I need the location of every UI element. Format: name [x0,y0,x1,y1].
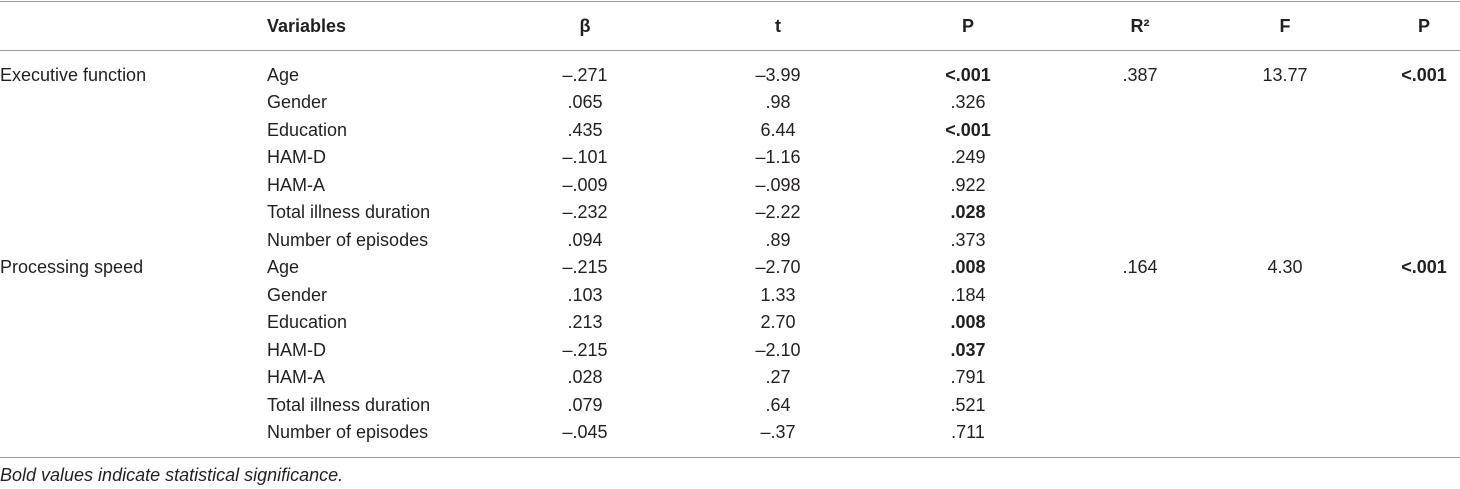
table-cell: –.009 [562,174,608,195]
table-cell: .065 [567,92,603,113]
table-cell: .27 [765,367,791,388]
table-cell: –.37 [760,421,796,442]
footnote: Bold values indicate statistical signifi… [0,465,344,485]
table-cell: .008 [950,312,986,333]
table-cell: .64 [765,394,791,415]
table-cell: Number of episodes [267,421,429,442]
header-cell: Variables [267,16,347,36]
table-cell: HAM-A [267,174,325,195]
table-cell: .249 [950,147,986,168]
header-cell: P [1417,16,1430,36]
table-cell: .521 [950,394,986,415]
table-cell: Total illness duration [267,394,431,415]
bottom-rule [0,457,1460,458]
table-cell: .711 [951,421,985,442]
table-cell: 6.44 [760,119,796,140]
table-cell: HAM-D [267,147,326,168]
table-cell: .008 [950,257,986,278]
table-cell: –2.22 [755,202,801,223]
table-cell: .373 [950,229,986,250]
table-cell: .037 [950,339,986,360]
table-cell: <.001 [945,119,991,140]
table-cell: –1.16 [755,147,801,168]
table-cell: 13.77 [1262,65,1308,85]
table-cell: .028 [950,202,986,223]
table-cell: –.215 [562,339,608,360]
table-cell: –.045 [562,421,608,442]
table-cell: HAM-A [267,367,325,388]
header-cell: R² [1130,16,1150,36]
header-rule [0,50,1460,51]
table-cell: Total illness duration [267,202,431,223]
table-cell: .922 [950,174,986,195]
header-cell: F [1279,16,1291,36]
table-cell: –.098 [755,174,801,195]
table-cell: <.001 [1401,65,1447,85]
table-cell: Age [267,65,300,85]
table-cell: –.232 [562,202,608,223]
table-cell: Gender [267,284,328,305]
table-cell: .791 [950,367,986,388]
table-cell: <.001 [945,65,991,85]
table-cell: Education [267,119,348,140]
group-label: Executive function [0,65,147,85]
table-cell: .184 [950,284,986,305]
table-cell: Gender [267,92,328,113]
table-cell: –.271 [562,65,608,85]
table-cell: –.101 [562,147,608,168]
table-cell: <.001 [1401,257,1447,278]
table-cell: HAM-D [267,339,326,360]
table-cell: .079 [567,394,603,415]
table-cell: –3.99 [755,65,801,85]
table-cell: .98 [765,92,791,113]
table-cell: Education [267,312,348,333]
table-cell: .387 [1122,65,1158,85]
table-cell: –2.10 [755,339,801,360]
table-cell: Age [267,257,300,278]
table-cell: Number of episodes [267,229,429,250]
group-label: Processing speed [0,257,144,278]
table-cell: .164 [1122,257,1158,278]
table-cell: –2.70 [755,257,801,278]
table-cell: .094 [567,229,603,250]
table-cell: .435 [567,119,603,140]
table-cell: .213 [567,312,603,333]
header-cell: t [775,16,781,36]
top-rule [0,1,1460,2]
table-cell: 4.30 [1267,257,1303,278]
header-cell: β [579,16,591,36]
table-cell: .326 [950,92,986,113]
table-cell: .028 [567,367,603,388]
table-cell: .89 [765,229,791,250]
table-cell: –.215 [562,257,608,278]
table-cell: 1.33 [760,284,796,305]
table-cell: 2.70 [760,312,796,333]
table-cell: .103 [567,284,603,305]
header-cell: P [961,16,974,36]
